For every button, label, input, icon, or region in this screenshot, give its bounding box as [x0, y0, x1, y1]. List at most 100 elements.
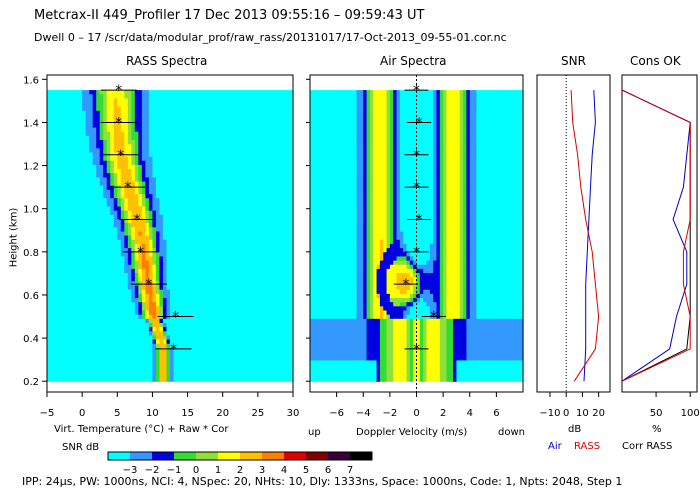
- snr-line-air: [583, 90, 596, 382]
- legend-corr-rass: Corr RASS: [622, 441, 673, 452]
- air-point-marker: *: [413, 245, 420, 261]
- colorbar-tick-label: 1: [215, 465, 221, 476]
- colorbar-tick-label: 5: [303, 465, 309, 476]
- rass-x-tick-label: 10: [146, 408, 159, 419]
- rass-heatmap: [47, 90, 294, 382]
- air-x-tick-label: −2: [383, 408, 398, 419]
- legend-air: Air: [548, 441, 562, 452]
- rass-x-axis-label: Virt. Temperature (°C) + Raw * Cor: [54, 424, 229, 435]
- air-velocity-points: *********: [393, 83, 446, 358]
- air-x-tick-label: 2: [440, 408, 446, 419]
- height-tick-label: 1.6: [23, 75, 39, 86]
- air-x-tick-label: 6: [493, 408, 499, 419]
- height-tick-label: 1.2: [23, 162, 39, 173]
- rass-point-marker: *: [115, 115, 122, 131]
- snr-x-tick-label: 10: [576, 408, 589, 419]
- rass-x-tick-label: −5: [40, 408, 55, 419]
- snr-panel-title: SNR: [561, 54, 586, 68]
- air-point-marker: *: [416, 115, 423, 131]
- rass-x-tick-label: 15: [181, 408, 194, 419]
- air-point-marker: *: [413, 148, 420, 164]
- rass-point-marker: *: [170, 342, 177, 358]
- air-x-tick-label: −4: [356, 408, 371, 419]
- snr-frame: [536, 74, 611, 393]
- cons-line-rass: [621, 89, 691, 382]
- cons-x-axis-label: %: [652, 424, 662, 435]
- colorbar-tick-label: −3: [123, 465, 138, 476]
- rass-x-tick-label: 0: [79, 408, 85, 419]
- footer-parameters: IPP: 24μs, PW: 1000ns, NCI: 4, NSpec: 20…: [22, 475, 623, 488]
- air-point-marker: *: [416, 212, 423, 228]
- air-x-axis-label-up: up: [308, 427, 321, 438]
- air-x-axis-label: Doppler Velocity (m/s): [356, 427, 468, 438]
- colorbar-tick-label: 4: [281, 465, 287, 476]
- rass-point-marker: *: [137, 245, 144, 261]
- colorbar-swatch: [240, 452, 262, 460]
- cons-line-air: [621, 89, 691, 382]
- air-point-marker: *: [402, 277, 409, 293]
- air-point-marker: *: [413, 180, 420, 196]
- colorbar-swatch: [174, 452, 196, 460]
- cons-panel-title: Cons OK: [630, 54, 681, 68]
- rass-temperature-points: *********: [100, 83, 194, 358]
- rass-x-tick-label: 25: [251, 408, 264, 419]
- rass-x-tick-label: 30: [287, 408, 300, 419]
- snr-line-rass: [570, 90, 600, 382]
- rass-panel-title: RASS Spectra: [126, 54, 208, 68]
- colorbar-frame: [107, 451, 373, 461]
- cons-x-tick-label: 50: [650, 408, 663, 419]
- air-point-marker: *: [430, 310, 437, 326]
- rass-point-marker: *: [172, 310, 179, 326]
- colorbar-swatch: [328, 452, 350, 460]
- colorbar-swatch: [306, 452, 328, 460]
- header-line-1: Metcrax-II 449_Profiler 17 Dec 2013 09:5…: [34, 8, 425, 23]
- rass-x-tick-label: 5: [114, 408, 120, 419]
- rass-point-marker: *: [145, 277, 152, 293]
- colorbar-swatch: [350, 452, 372, 460]
- height-tick-label: 0.6: [23, 291, 39, 302]
- colorbar-swatch: [108, 452, 130, 460]
- air-x-tick-label: 4: [467, 408, 473, 419]
- colorbar-swatch: [196, 452, 218, 460]
- height-tick-label: 1.0: [23, 205, 39, 216]
- colorbar-tick-label: 3: [259, 465, 265, 476]
- header-line-2: Dwell 0 – 17 /scr/data/modular_prof/raw_…: [34, 31, 507, 44]
- air-x-tick-label: 0: [413, 408, 419, 419]
- colorbar-tick-label: 2: [237, 465, 243, 476]
- air-point-marker: *: [413, 342, 420, 358]
- rass-point-marker: *: [133, 212, 140, 228]
- air-x-tick-label: −6: [329, 408, 344, 419]
- legend-rass: RASS: [574, 441, 601, 452]
- rass-point-marker: *: [115, 83, 122, 99]
- height-tick-label: 0.2: [23, 377, 39, 388]
- air-x-axis-label-down: down: [498, 427, 525, 438]
- colorbar-swatch: [218, 452, 240, 460]
- height-tick-label: 1.4: [23, 118, 39, 129]
- colorbar-tick-label: 7: [347, 465, 353, 476]
- colorbar-tick-label: −2: [145, 465, 160, 476]
- cons-frame: [621, 74, 698, 393]
- colorbar-swatch: [284, 452, 306, 460]
- air-point-marker: *: [413, 83, 420, 99]
- height-tick-label: 0.4: [23, 334, 39, 345]
- snr-colorbar: [107, 451, 373, 461]
- rass-point-marker: *: [124, 180, 131, 196]
- colorbar-tick-label: 6: [325, 465, 331, 476]
- snr-x-axis-label: dB: [568, 424, 582, 435]
- colorbar-swatch: [262, 452, 284, 460]
- air-panel-title: Air Spectra: [380, 54, 447, 68]
- snr-x-tick-label: 20: [592, 408, 605, 419]
- rass-point-marker: *: [117, 148, 124, 164]
- height-tick-label: 0.8: [23, 248, 39, 259]
- colorbar-swatch: [152, 452, 174, 460]
- cons-x-tick-label: 100: [681, 408, 700, 419]
- colorbar-label: SNR dB: [62, 442, 100, 453]
- rass-frame: [46, 74, 294, 393]
- snr-x-tick-label: −10: [539, 408, 560, 419]
- colorbar-tick-label: −1: [167, 465, 182, 476]
- colorbar-swatch: [130, 452, 152, 460]
- snr-x-tick-label: 0: [563, 408, 569, 419]
- colorbar-tick-label: 0: [193, 465, 199, 476]
- rass-x-tick-label: 20: [216, 408, 229, 419]
